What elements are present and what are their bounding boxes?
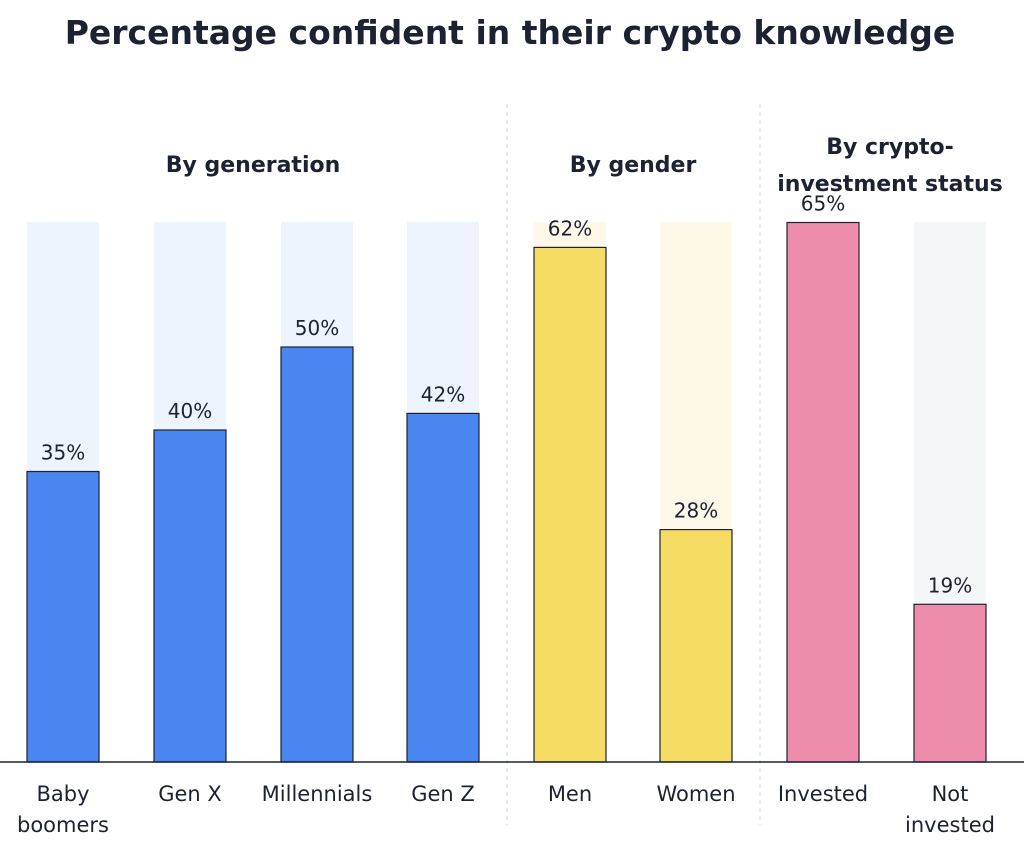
bar xyxy=(913,603,987,763)
group-dividers xyxy=(506,104,761,825)
category-label: Women xyxy=(656,782,735,806)
bar xyxy=(659,528,733,763)
value-label: 19% xyxy=(928,573,972,597)
value-labels: 35% 40% 50% 42% 62% 28% 65% 19% xyxy=(41,192,972,598)
group-labels: By generation By gender By crypto-investme… xyxy=(166,135,1003,197)
value-label: 65% xyxy=(801,192,845,216)
chart-title: Percentage confident in their crypto kno… xyxy=(65,13,956,52)
category-label: boomers xyxy=(17,813,109,837)
value-label: 35% xyxy=(41,441,85,465)
value-label: 28% xyxy=(674,499,718,523)
value-label: 62% xyxy=(548,216,592,240)
category-label: Not xyxy=(932,782,969,806)
category-label: Gen X xyxy=(158,782,222,806)
bar xyxy=(406,412,480,763)
category-label: Baby xyxy=(36,782,89,806)
category-label: Men xyxy=(548,782,592,806)
bars xyxy=(26,221,987,763)
value-label: 40% xyxy=(168,399,212,423)
group-label: By gender xyxy=(570,153,697,178)
bar xyxy=(280,346,354,763)
value-label: 50% xyxy=(295,316,339,340)
bar xyxy=(153,429,227,763)
category-labels: Baby boomers Gen X Millennials Gen Z Men Women… xyxy=(17,782,995,837)
category-label: Millennials xyxy=(262,782,373,806)
group-label: investment status xyxy=(777,172,1003,197)
category-label: Gen Z xyxy=(411,782,475,806)
value-label: 42% xyxy=(421,382,465,406)
category-label: invested xyxy=(905,813,995,837)
bar xyxy=(26,470,100,763)
bar xyxy=(533,246,607,763)
group-label: By crypto- xyxy=(826,135,954,160)
category-label: Invested xyxy=(778,782,868,806)
group-label: By generation xyxy=(166,153,341,178)
bar xyxy=(786,221,860,763)
